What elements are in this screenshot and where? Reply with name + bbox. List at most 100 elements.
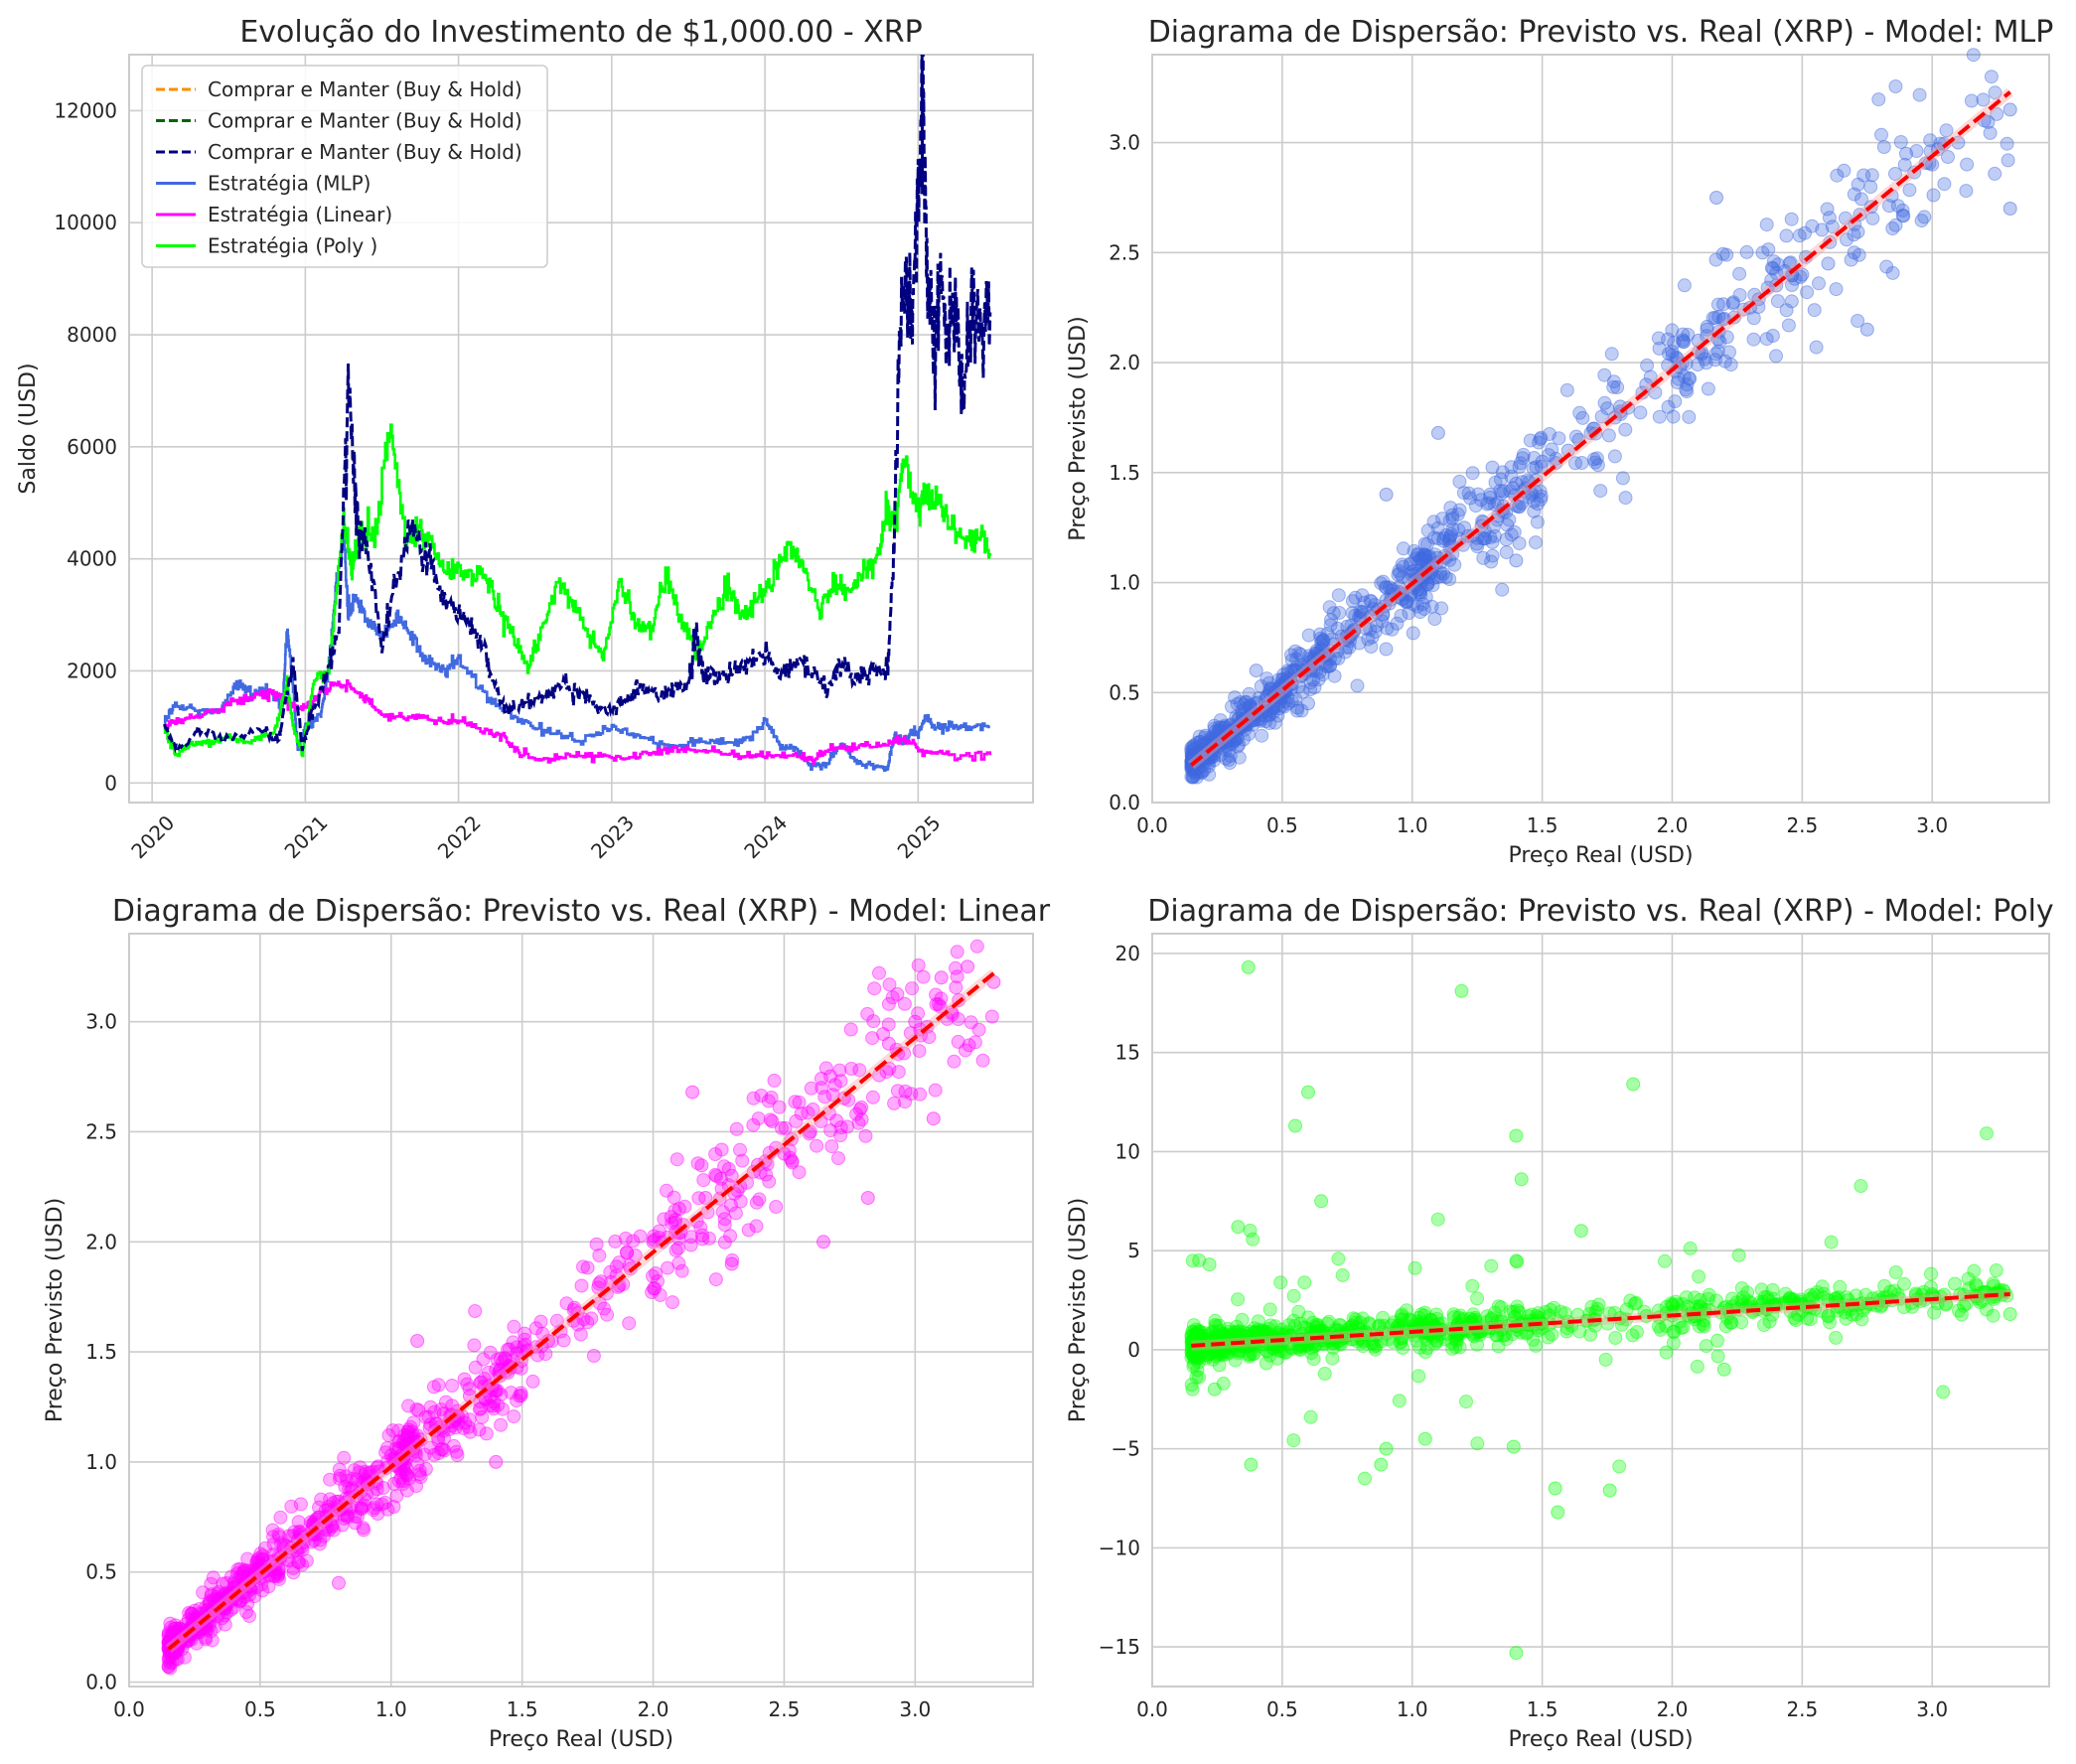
scatter-point <box>1710 297 1725 312</box>
scatter-point <box>1242 727 1256 742</box>
scatter-point <box>1400 1303 1414 1318</box>
x-axis-label: Preço Real (USD) <box>1508 843 1693 868</box>
scatter-point <box>1260 671 1274 686</box>
scatter-point <box>1476 550 1491 565</box>
scatter-point <box>1301 628 1316 643</box>
scatter-point <box>380 1502 395 1517</box>
scatter-point <box>928 1083 943 1098</box>
series-line-mlp <box>163 525 990 772</box>
scatter-point <box>1392 1394 1407 1408</box>
scatter-point <box>1197 763 1211 778</box>
scatter-point <box>1500 517 1515 532</box>
y-tick-label: 0 <box>1127 1338 1140 1362</box>
scatter-point <box>1837 163 1852 178</box>
scatter-point <box>1408 1260 1422 1275</box>
x-tick-label: 1.5 <box>1527 813 1558 837</box>
scatter-point <box>501 1342 515 1357</box>
scatter-point <box>1512 536 1527 551</box>
scatter-point <box>1288 691 1303 706</box>
scatter-point <box>882 1061 897 1076</box>
scatter-point <box>1732 266 1747 281</box>
scatter-point <box>1529 1338 1544 1353</box>
scatter-point <box>1523 433 1538 448</box>
scatter-point <box>435 1442 450 1456</box>
scatter-point <box>401 1398 416 1413</box>
scatter-point <box>592 1249 607 1262</box>
scatter-point <box>525 1374 540 1389</box>
scatter-point <box>1312 627 1327 642</box>
scatter-point <box>1598 1352 1613 1367</box>
scatter-point <box>431 1378 446 1393</box>
scatter-point <box>1591 1297 1606 1312</box>
scatter-point <box>261 1579 276 1594</box>
y-tick-label: 20 <box>1115 942 1140 965</box>
scatter-point <box>1314 642 1329 656</box>
scatter-point <box>1374 576 1389 591</box>
scatter-point <box>174 1622 189 1637</box>
scatter-point <box>717 1212 732 1227</box>
scatter-point <box>1270 697 1285 712</box>
scatter-point <box>1864 168 1879 183</box>
scatter-point <box>463 1424 478 1439</box>
scatter-point <box>1937 177 1952 192</box>
scatter-point <box>1205 1325 1220 1340</box>
investment-evolution-chart: 2020 2021 2022 2023 2024 2025 0 2000 4000 6000 800… <box>16 15 1034 863</box>
scatter-point <box>1311 672 1326 687</box>
scatter-point <box>1323 659 1338 673</box>
scatter-point <box>398 1466 413 1481</box>
x-tick-label: 1.5 <box>1527 1697 1558 1721</box>
scatter-point <box>816 1235 830 1250</box>
scatter-point <box>1281 696 1296 711</box>
x-tick-label: 3.0 <box>1916 1697 1948 1721</box>
scatter-point <box>762 1174 777 1189</box>
scatter-point <box>1496 484 1511 499</box>
legend-label: Comprar e Manter (Buy & Hold) <box>208 77 522 101</box>
scatter-point <box>714 1142 729 1157</box>
scatter-point <box>1429 570 1444 585</box>
scatter-point <box>1499 545 1514 560</box>
scatter-point <box>1430 1212 1445 1227</box>
scatter-point <box>1661 399 1676 414</box>
scatter-point <box>1716 1362 1731 1377</box>
y-tick-label: 0.0 <box>85 1671 117 1694</box>
scatter-point <box>1411 1369 1426 1384</box>
scatter-point <box>831 1151 845 1166</box>
scatter-point <box>1361 632 1376 647</box>
scatter-point <box>1303 675 1318 690</box>
scatter-point <box>412 1463 427 1478</box>
scatter-point <box>1959 184 1974 199</box>
scatter-point <box>292 1555 307 1570</box>
scatter-point <box>1719 330 1734 345</box>
scatter-point <box>1194 765 1209 779</box>
scatter-point <box>409 1402 424 1416</box>
axes-frame <box>1151 54 2050 804</box>
scatter-point <box>1830 168 1845 183</box>
scatter-point <box>1288 1118 1302 1133</box>
scatter-point <box>488 1384 503 1398</box>
scatter-point <box>1980 1126 1994 1141</box>
scatter-point <box>337 1450 352 1465</box>
scatter-point <box>1710 344 1725 359</box>
scatter-point <box>1661 332 1676 347</box>
scatter-point <box>1442 514 1457 528</box>
scatter-point <box>741 1223 756 1238</box>
scatter-point <box>1424 599 1439 614</box>
scatter-point <box>1318 659 1333 673</box>
scatter-point <box>898 1095 912 1109</box>
scatter-point <box>1407 597 1420 612</box>
scatter-point <box>584 1311 599 1326</box>
scatter-point <box>1426 514 1441 529</box>
x-tick-label: 3.0 <box>899 1697 931 1721</box>
scatter-point <box>445 1398 460 1413</box>
scatter-point <box>437 1443 452 1458</box>
scatter-point <box>1225 736 1240 751</box>
scatter-point <box>1529 535 1543 550</box>
scatter-point <box>1683 1241 1698 1255</box>
scatter-point <box>1732 288 1747 302</box>
scatter-point <box>840 1119 855 1134</box>
scatter-point <box>1545 442 1559 457</box>
scatter-point <box>1350 678 1365 693</box>
scatter-point <box>1193 764 1208 779</box>
scatter-point <box>905 981 920 996</box>
scatter-point <box>1263 703 1278 718</box>
